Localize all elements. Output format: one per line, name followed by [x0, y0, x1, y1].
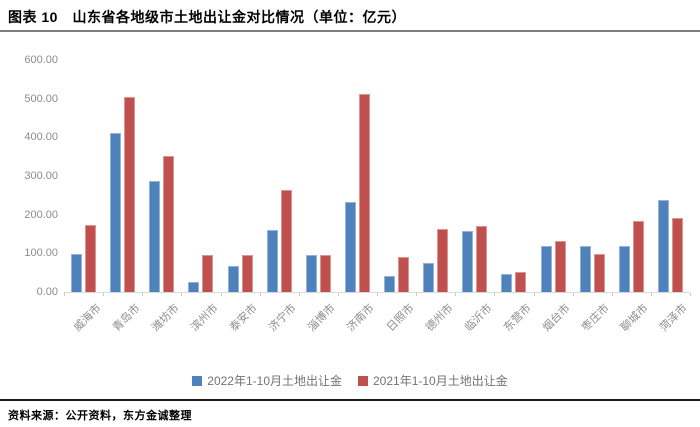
x-axis-label: 德州市 — [423, 302, 456, 334]
x-axis-label: 济南市 — [345, 302, 378, 334]
bar-2021-淄博市 — [319, 255, 331, 292]
bar-2022-泰安市 — [227, 266, 239, 292]
x-axis-label: 聊城市 — [619, 302, 651, 334]
bar-2022-济南市 — [344, 202, 356, 292]
bar-2022-济宁市 — [266, 230, 278, 292]
bar-2021-济南市 — [358, 94, 370, 292]
x-axis-tick — [494, 293, 496, 296]
y-tick-label: 0.00 — [36, 286, 58, 298]
x-axis-line — [64, 292, 690, 293]
x-axis-tick — [181, 293, 183, 296]
bar-2021-临沂市 — [476, 226, 488, 292]
x-axis-tick — [611, 293, 613, 296]
x-axis-label: 泰安市 — [227, 302, 260, 334]
figure-title: 图表 10 山东省各地级市土地出让金对比情况（单位：亿元） — [8, 9, 406, 25]
x-axis-label: 威海市 — [71, 302, 104, 334]
legend-label-2021: 2021年1-10月土地出让金 — [373, 374, 508, 388]
y-tick-label: 600.00 — [24, 54, 58, 66]
y-tick-label: 300.00 — [24, 170, 58, 182]
y-tick-label: 500.00 — [24, 92, 58, 105]
bar-chart: 2022年1-10月土地出让金 2021年1-10月土地出让金 600.00 50… — [0, 34, 700, 394]
bar-2021-日照市 — [398, 257, 410, 292]
x-axis-tick — [142, 293, 144, 296]
bar-2021-聊城市 — [632, 221, 644, 292]
bar-2022-威海市 — [71, 254, 83, 292]
x-axis-tick — [416, 293, 418, 296]
x-axis-label: 济宁市 — [266, 302, 299, 334]
bar-2021-威海市 — [85, 225, 97, 292]
bar-2021-滨州市 — [202, 255, 214, 292]
source-note: 资料来源：公开资料，东方金诚整理 — [8, 410, 192, 422]
bar-2021-东营市 — [515, 272, 527, 292]
x-axis-tick — [298, 293, 300, 296]
x-axis-label: 临沂市 — [462, 302, 495, 334]
x-axis-tick — [650, 293, 652, 296]
top-divider — [0, 30, 700, 32]
bottom-divider — [0, 399, 700, 401]
bar-2022-聊城市 — [618, 246, 630, 292]
x-axis-label: 青岛市 — [110, 302, 143, 334]
x-axis-tick — [377, 293, 378, 296]
bar-2022-菏泽市 — [657, 200, 669, 292]
bar-2021-潍坊市 — [163, 156, 175, 292]
x-axis-tick — [220, 293, 222, 296]
x-axis-label: 潍坊市 — [149, 302, 182, 334]
legend-swatch-2022 — [192, 375, 203, 386]
bar-2021-枣庄市 — [593, 254, 605, 292]
x-axis-label: 日照市 — [384, 302, 417, 334]
legend-item-2021: 2021年1-10月土地出让金 — [358, 372, 508, 389]
x-axis-tick — [64, 293, 65, 296]
bar-2022-淄博市 — [305, 255, 317, 292]
x-axis-tick — [690, 293, 691, 296]
y-tick-label: 400.00 — [24, 131, 58, 144]
bar-2021-青岛市 — [124, 97, 136, 292]
x-axis-tick — [455, 293, 457, 296]
bar-2022-东营市 — [501, 274, 513, 292]
x-axis-label: 烟台市 — [540, 302, 573, 334]
bar-2022-潍坊市 — [149, 181, 161, 292]
bar-2021-菏泽市 — [671, 218, 683, 292]
y-tick-label: 200.00 — [24, 208, 58, 221]
bar-2021-泰安市 — [241, 255, 253, 292]
bar-2021-济宁市 — [280, 190, 292, 292]
bar-2022-德州市 — [423, 263, 435, 292]
x-axis-label: 菏泽市 — [658, 302, 691, 334]
chart-legend: 2022年1-10月土地出让金 2021年1-10月土地出让金 — [0, 372, 700, 389]
bar-2022-临沂市 — [462, 231, 474, 292]
x-axis-label: 淄博市 — [306, 302, 338, 334]
x-axis-tick — [337, 293, 339, 296]
legend-label-2022: 2022年1-10月土地出让金 — [207, 374, 342, 388]
x-axis-label: 东营市 — [501, 302, 534, 334]
y-tick-label: 100.00 — [24, 247, 58, 260]
x-axis-tick — [533, 293, 535, 296]
bar-2021-德州市 — [437, 229, 449, 292]
x-axis-tick — [572, 293, 574, 296]
bar-2022-青岛市 — [110, 133, 122, 292]
x-axis-label: 枣庄市 — [579, 302, 612, 334]
x-axis-tick — [103, 293, 105, 296]
bar-2022-日照市 — [384, 276, 396, 292]
bar-2022-枣庄市 — [579, 246, 591, 292]
bar-2022-烟台市 — [540, 246, 552, 292]
bar-2022-滨州市 — [188, 282, 200, 292]
x-axis-tick — [259, 293, 261, 296]
x-axis-label: 滨州市 — [188, 302, 221, 334]
legend-swatch-2021 — [358, 375, 368, 386]
bar-2021-烟台市 — [554, 241, 566, 292]
legend-item-2022: 2022年1-10月土地出让金 — [192, 372, 342, 389]
